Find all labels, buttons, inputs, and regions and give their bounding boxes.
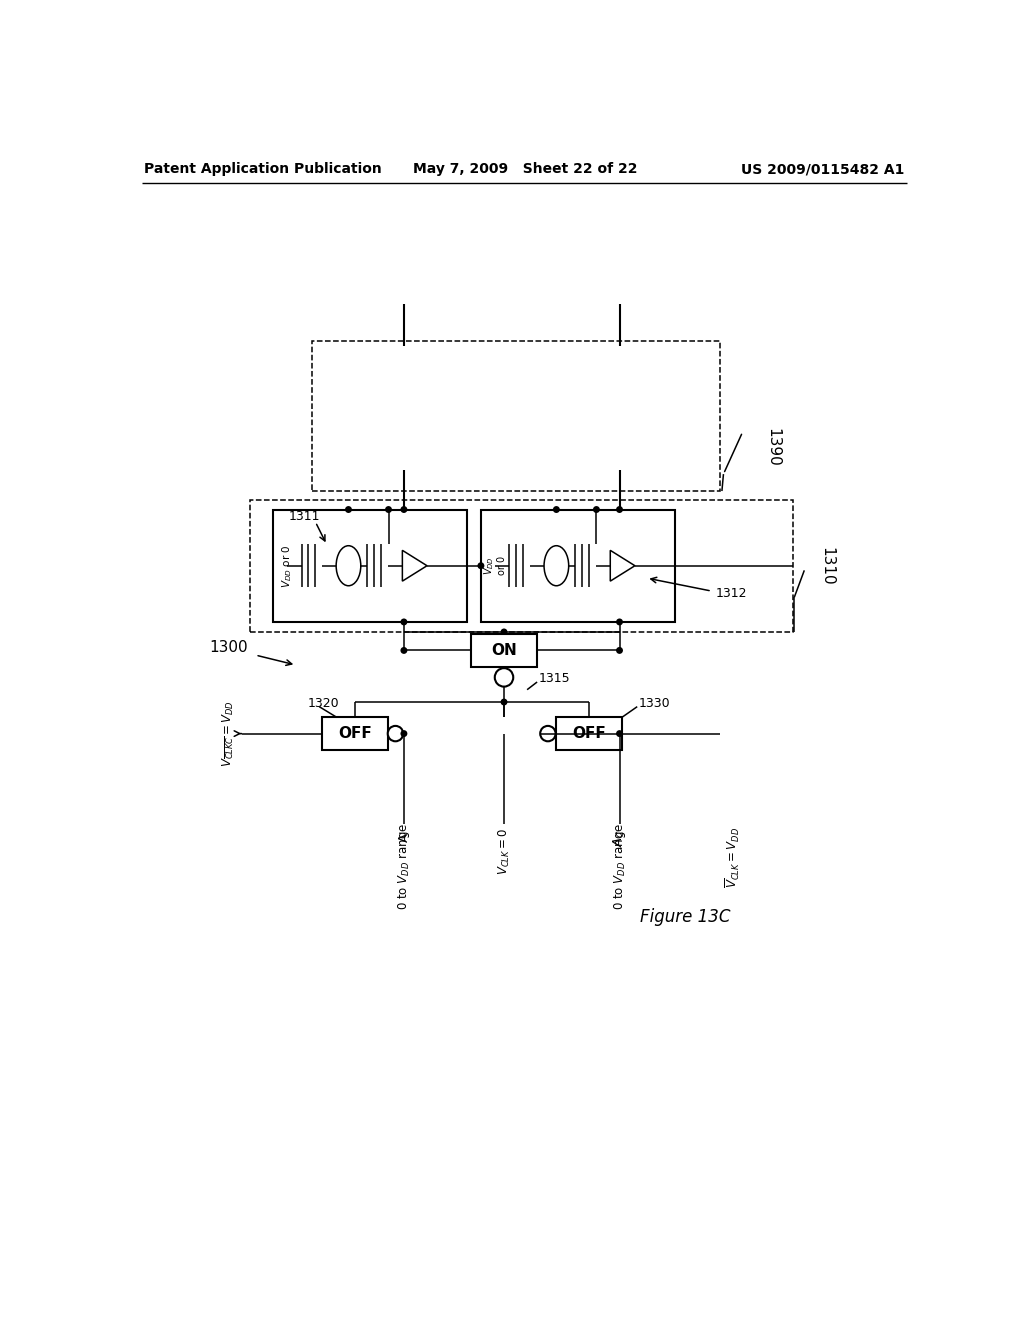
Circle shape [477, 562, 484, 569]
Circle shape [616, 506, 623, 513]
Circle shape [553, 506, 560, 513]
Circle shape [593, 506, 600, 513]
Circle shape [388, 726, 403, 742]
Circle shape [495, 668, 513, 686]
Bar [471, 635, 538, 667]
Text: Figure 13C: Figure 13C [640, 908, 730, 925]
Text: $V_{DD}$ or 0: $V_{DD}$ or 0 [280, 544, 294, 587]
Text: 1310: 1310 [819, 548, 835, 586]
Circle shape [616, 730, 623, 737]
Text: $A_C$: $A_C$ [612, 829, 627, 846]
Text: $V_{CLK} = 0$: $V_{CLK} = 0$ [497, 828, 512, 875]
Bar [311, 341, 720, 491]
Circle shape [385, 506, 392, 513]
Text: 0 to $V_{DD}$ range: 0 to $V_{DD}$ range [396, 824, 412, 911]
Text: OFF: OFF [571, 726, 605, 741]
Circle shape [616, 619, 623, 626]
Circle shape [616, 647, 623, 653]
Bar [273, 510, 467, 622]
Polygon shape [549, 367, 690, 470]
Circle shape [501, 698, 508, 705]
Circle shape [400, 506, 408, 513]
Circle shape [541, 726, 556, 742]
Text: $V_{\overline{CLKC}} = V_{DD}$: $V_{\overline{CLKC}} = V_{DD}$ [221, 701, 238, 767]
Ellipse shape [336, 545, 360, 586]
Text: 1312: 1312 [716, 587, 748, 601]
Text: 1390: 1390 [766, 428, 781, 466]
Bar [250, 499, 793, 632]
Text: $V_{DD}$
or 0: $V_{DD}$ or 0 [482, 556, 508, 576]
Text: 1300: 1300 [210, 640, 249, 655]
Polygon shape [402, 550, 427, 581]
Circle shape [345, 506, 352, 513]
Text: $\overline{V}_{CLK} = V_{DD}$: $\overline{V}_{CLK} = V_{DD}$ [724, 828, 741, 888]
Text: 1330: 1330 [639, 697, 671, 710]
Circle shape [400, 619, 408, 626]
Text: 1315: 1315 [539, 672, 570, 685]
Ellipse shape [544, 545, 568, 586]
Circle shape [501, 628, 508, 635]
Circle shape [400, 647, 408, 653]
Text: 0 to $V_{DD}$ range: 0 to $V_{DD}$ range [611, 824, 628, 911]
Bar [481, 510, 675, 622]
Bar [322, 718, 388, 750]
Polygon shape [333, 367, 475, 470]
Polygon shape [610, 550, 635, 581]
Text: 1320: 1320 [307, 697, 339, 710]
Text: A: A [397, 833, 411, 842]
Text: OFF: OFF [338, 726, 372, 741]
Circle shape [609, 346, 630, 367]
Bar [556, 718, 622, 750]
Text: Patent Application Publication: Patent Application Publication [144, 162, 382, 176]
Circle shape [400, 730, 408, 737]
Text: ON: ON [492, 643, 517, 657]
Circle shape [394, 346, 414, 367]
Text: May 7, 2009   Sheet 22 of 22: May 7, 2009 Sheet 22 of 22 [413, 162, 637, 176]
Text: 1311: 1311 [289, 510, 319, 523]
Text: US 2009/0115482 A1: US 2009/0115482 A1 [741, 162, 904, 176]
